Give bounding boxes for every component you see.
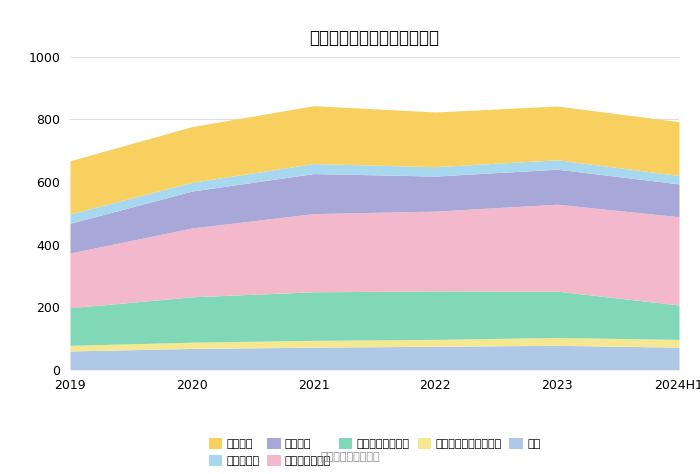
Title: 历年主要资产堆积图（亿元）: 历年主要资产堆积图（亿元） [309,29,440,47]
Text: 数据来源：恒生聚源: 数据来源：恒生聚源 [320,452,380,462]
Legend: 货币资金, 结算备付金, 融出资金, 交易性金融资产, 其他债权投资合计, 其他权益工具投资合计, 其它: 货币资金, 结算备付金, 融出资金, 交易性金融资产, 其他债权投资合计, 其他… [209,438,540,466]
